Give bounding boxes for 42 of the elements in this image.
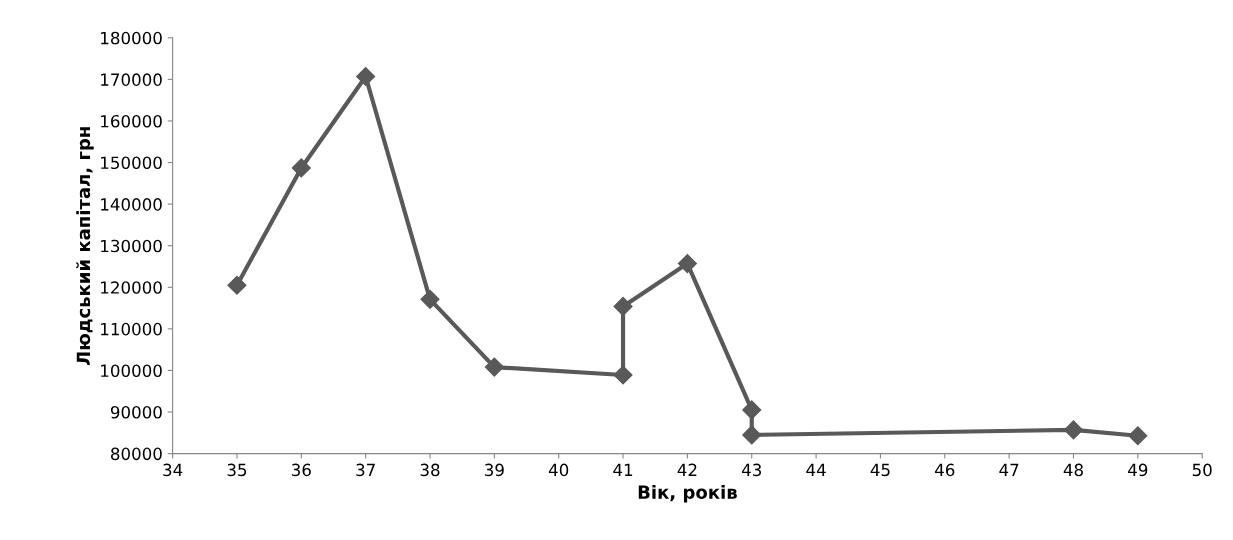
y-tick-label: 80000 xyxy=(111,447,162,461)
y-tick-label: 110000 xyxy=(101,322,162,336)
point xyxy=(1063,420,1084,440)
y-tick-label: 130000 xyxy=(101,239,162,253)
point xyxy=(742,400,762,420)
x-tick-label: 43 xyxy=(741,463,762,477)
x-tick-label: 50 xyxy=(1192,463,1212,477)
y-tick-label: 170000 xyxy=(101,73,162,86)
point xyxy=(677,254,697,274)
x-tick-label: 45 xyxy=(870,463,890,477)
x-tick-label: 44 xyxy=(806,463,826,476)
x-tick-label: 39 xyxy=(485,463,504,477)
x-tick-label: 38 xyxy=(420,463,440,477)
point xyxy=(484,357,504,377)
y-tick-label: 100000 xyxy=(101,364,162,378)
y-tick-label: 120000 xyxy=(101,281,162,294)
point xyxy=(356,66,376,87)
x-tick-label: 42 xyxy=(677,463,697,476)
x-tick-label: 34 xyxy=(163,463,183,477)
x-tick-label: 47 xyxy=(999,463,1019,476)
point xyxy=(613,296,633,316)
x-tick-label: 48 xyxy=(1063,463,1083,477)
x-tick-label: 35 xyxy=(227,463,247,477)
x-axis-title: Вік, років xyxy=(638,485,737,503)
point xyxy=(291,158,311,178)
x-tick-label: 36 xyxy=(291,463,311,477)
x-tick-label: 46 xyxy=(935,463,955,477)
x-tick-label: 37 xyxy=(356,463,375,477)
point xyxy=(227,275,247,295)
point xyxy=(420,289,440,309)
point xyxy=(1128,426,1148,446)
point xyxy=(742,425,762,445)
y-tick-label: 140000 xyxy=(101,198,162,211)
y-tick-label: 180000 xyxy=(101,31,162,45)
y-tick-label: 160000 xyxy=(101,114,162,128)
y-axis-title: Людський капітал, грн xyxy=(76,127,94,365)
x-tick-label: 41 xyxy=(613,463,633,476)
y-tick-label: 90000 xyxy=(110,405,162,419)
x-tick-label: 49 xyxy=(1128,463,1148,477)
x-tick-label: 40 xyxy=(548,463,569,477)
y-tick-label: 150000 xyxy=(101,156,162,170)
point xyxy=(613,365,633,385)
